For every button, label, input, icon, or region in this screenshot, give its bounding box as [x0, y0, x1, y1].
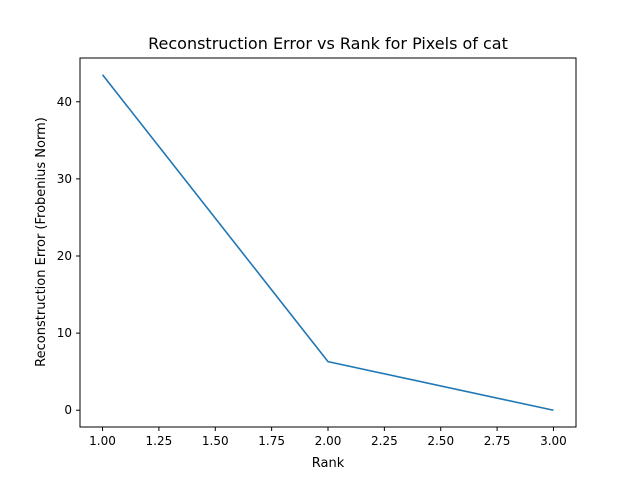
x-tick-label: 2.25 — [371, 434, 398, 448]
x-tick-label: 2.75 — [484, 434, 511, 448]
x-tick-label: 2.50 — [427, 434, 454, 448]
y-axis-label: Reconstruction Error (Frobenius Norm) — [34, 117, 49, 367]
x-tick-label: 1.25 — [146, 434, 173, 448]
series-line — [101, 74, 554, 412]
x-tick-label: 1.50 — [202, 434, 229, 448]
chart-title: Reconstruction Error vs Rank for Pixels … — [148, 34, 508, 53]
x-tick-label: 2.00 — [315, 434, 342, 448]
x-tick-label: 1.00 — [89, 434, 116, 448]
x-tick-label: 3.00 — [540, 434, 567, 448]
y-tick-label: 30 — [57, 172, 72, 186]
y-tick-label: 0 — [64, 403, 72, 417]
x-axis-label: Rank — [312, 456, 345, 471]
axes-frame — [79, 57, 577, 428]
y-tick-label: 10 — [57, 326, 72, 340]
x-tick-label: 1.75 — [258, 434, 285, 448]
y-tick-label: 20 — [57, 249, 72, 263]
y-tick-label: 40 — [57, 95, 72, 109]
plot-area: 1.00 1.25 1.50 1.75 2.00 2.25 2.50 2.75 3.00 0 10 2… — [57, 74, 567, 448]
